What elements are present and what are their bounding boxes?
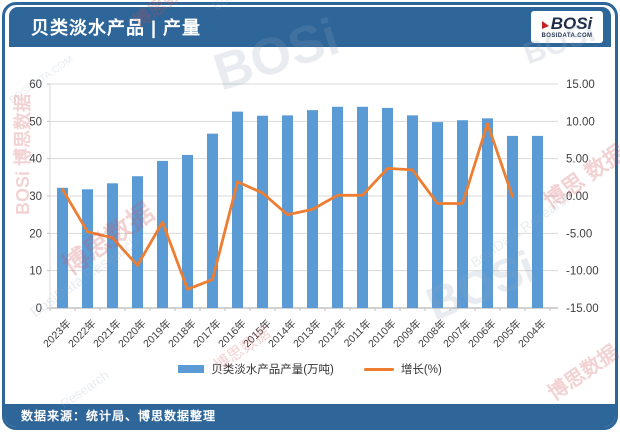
right-axis-tick: 0.00	[566, 191, 588, 203]
legend-line-swatch-icon	[363, 367, 394, 371]
x-axis-label: 2004年	[515, 317, 548, 350]
bar	[57, 187, 68, 308]
legend-item-growth: 增长(%)	[363, 361, 442, 377]
bar	[407, 115, 418, 308]
left-axis-tick: 40	[29, 154, 42, 166]
legend-line-label: 增长(%)	[400, 364, 442, 376]
data-source-text: 数据来源：统计局、博思数据整理	[21, 409, 217, 423]
footer-bar: 数据来源：统计局、博思数据整理	[5, 404, 615, 427]
right-axis-tick: 10.00	[566, 116, 595, 128]
legend-bar-label: 贝类淡水产品产量(万吨)	[211, 364, 334, 376]
legend-item-production: 贝类淡水产品产量(万吨)	[178, 361, 334, 377]
left-axis-tick: 50	[29, 116, 42, 128]
bar	[107, 183, 118, 308]
bar	[182, 154, 193, 308]
left-axis-tick: 60	[29, 79, 42, 91]
right-axis-tick: 5.00	[566, 154, 588, 166]
logo-accent-triangle-icon	[541, 21, 549, 29]
bar	[507, 135, 518, 308]
legend-bar-swatch-icon	[178, 365, 205, 373]
x-axis-labels: 2023年2022年2021年2020年2019年2018年2017年2016年…	[40, 317, 548, 350]
bar	[532, 135, 543, 308]
growth-line	[61, 122, 514, 291]
bosi-logo: BOSi BOSIDATA.COM	[531, 11, 603, 43]
right-axis-tick: -5.00	[566, 228, 592, 240]
bar	[82, 189, 93, 308]
bar	[207, 133, 218, 308]
bar	[257, 115, 268, 308]
bar	[357, 106, 368, 308]
bar	[482, 118, 493, 308]
header-bar: 贝类淡水产品 | 产量 BOSi BOSIDATA.COM	[9, 7, 611, 47]
left-axis-tick: 20	[29, 228, 42, 240]
bars	[57, 106, 543, 308]
right-axis-tick: -15.00	[566, 303, 599, 315]
right-axis-tick: -10.00	[566, 266, 599, 278]
left-axis-tick: 0	[36, 303, 42, 315]
chart-legend: 贝类淡水产品产量(万吨) 增长(%)	[5, 361, 615, 377]
right-axis-tick: 15.00	[566, 79, 595, 91]
chart-card: 贝类淡水产品 | 产量 BOSi BOSIDATA.COM 60 15.00 50 1…	[2, 2, 618, 430]
axis-tick-labels: 60 15.00 50 10.00 40 5.00 30 0.00 20 -5.00 10 -10.0…	[29, 79, 598, 315]
bar	[232, 111, 243, 308]
logo-name: BOSi	[550, 14, 593, 33]
logo-domain: BOSIDATA.COM	[541, 33, 593, 39]
logo-row: BOSi	[541, 14, 593, 33]
x-axis-label: 2012年	[315, 317, 348, 350]
bar	[432, 122, 443, 308]
bar	[132, 176, 143, 308]
left-axis-tick: 10	[29, 266, 42, 278]
bar	[282, 115, 293, 308]
bar	[382, 107, 393, 308]
bar	[157, 160, 168, 308]
bar	[457, 120, 468, 308]
page-title: 贝类淡水产品 | 产量	[31, 18, 202, 38]
chart-svg: 60 15.00 50 10.00 40 5.00 30 0.00 20 -5.00 10 -10.0…	[29, 79, 598, 350]
bar	[332, 106, 343, 308]
left-axis-tick: 30	[29, 191, 42, 203]
gridlines	[47, 83, 558, 311]
